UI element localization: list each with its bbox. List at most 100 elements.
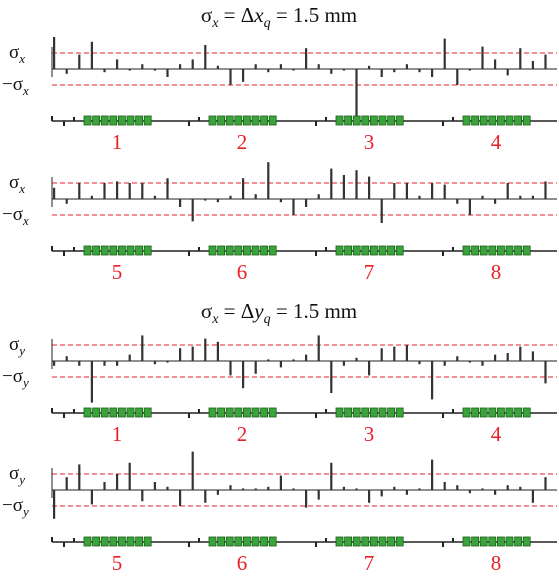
cavity (369, 115, 378, 126)
cavity (251, 407, 260, 418)
cavity (126, 115, 135, 126)
cavity (514, 115, 522, 126)
panel-1: σx = Δxq = 1.5 mm σx −σx 1 2 3 4 (2, 3, 557, 154)
quadrupole (63, 542, 65, 547)
cavity (387, 115, 396, 126)
bar (519, 48, 522, 69)
bar (519, 486, 522, 490)
bar (443, 361, 446, 366)
cavity (143, 115, 152, 126)
cell-label: 4 (491, 422, 502, 446)
cell-label: 5 (112, 260, 123, 284)
bar (191, 59, 194, 69)
bar (216, 341, 219, 361)
cavity (109, 536, 118, 547)
bar (191, 199, 194, 222)
ylabel-lower: −σx (2, 204, 29, 228)
quadrupole (442, 542, 444, 547)
bar (305, 199, 308, 207)
cavity (100, 407, 109, 418)
cavity (514, 536, 522, 547)
cavity (100, 115, 109, 126)
cell-label: 5 (112, 551, 123, 575)
bar (418, 488, 421, 490)
bar (116, 181, 119, 199)
bar (191, 451, 194, 490)
bar (418, 195, 421, 199)
quadrupole (315, 542, 317, 547)
bar (279, 64, 282, 69)
cavity (361, 536, 370, 547)
quadrupole (452, 247, 454, 251)
cavity (479, 245, 488, 256)
quadrupole (442, 413, 444, 418)
cavity (395, 115, 404, 126)
cavity (260, 407, 269, 418)
cavity (83, 245, 92, 256)
cavity (488, 245, 497, 256)
bar (242, 488, 245, 490)
cavity (118, 536, 126, 547)
cavity (471, 245, 480, 256)
bar (166, 69, 169, 77)
bar (90, 41, 93, 69)
cavity (109, 115, 118, 126)
ylabel-upper: σy (9, 463, 25, 487)
bar (355, 170, 358, 199)
quadrupole (325, 538, 327, 542)
bar (342, 69, 345, 71)
cavity (92, 245, 100, 256)
bar (153, 195, 156, 199)
cavity (83, 407, 92, 418)
cavity (352, 407, 361, 418)
bar (443, 184, 446, 199)
cavity (234, 115, 243, 126)
cavity (126, 536, 135, 547)
quadrupole (452, 117, 454, 121)
cavity (242, 536, 251, 547)
bar (204, 199, 207, 201)
quadrupole (325, 409, 327, 413)
cavity (143, 407, 152, 418)
bar (506, 353, 509, 361)
bar (116, 361, 119, 366)
bar (141, 183, 144, 199)
quadrupole (315, 251, 317, 256)
bar (531, 490, 534, 503)
cavity (268, 536, 277, 547)
cell-label: 2 (237, 130, 248, 154)
cavity (488, 536, 497, 547)
bar (267, 359, 270, 361)
cavity (234, 536, 243, 547)
cavity (260, 115, 269, 126)
bar (242, 361, 245, 389)
quadrupole (315, 413, 317, 418)
bar (116, 474, 119, 490)
bar (330, 462, 333, 490)
quadrupole (315, 121, 317, 126)
cavity (251, 115, 260, 126)
cavity (496, 245, 505, 256)
bar (292, 359, 295, 361)
bar (481, 195, 484, 199)
cavity (217, 536, 226, 547)
cavity (471, 536, 480, 547)
bar (103, 69, 106, 73)
bar (179, 64, 182, 69)
cavity (344, 536, 353, 547)
cavity (217, 407, 226, 418)
cavity (369, 245, 378, 256)
panel-3: σx = Δyq = 1.5 mm σy −σy 1 2 3 4 (2, 299, 557, 446)
bar (90, 361, 93, 403)
bar (267, 162, 270, 199)
cell-label: 1 (112, 130, 123, 154)
cavity (268, 115, 277, 126)
bar (405, 490, 408, 495)
cavity (260, 536, 269, 547)
bar (166, 361, 169, 363)
bar (279, 475, 282, 490)
cavity (118, 245, 126, 256)
bar (229, 361, 232, 376)
cavity (479, 536, 488, 547)
bar (494, 354, 497, 361)
